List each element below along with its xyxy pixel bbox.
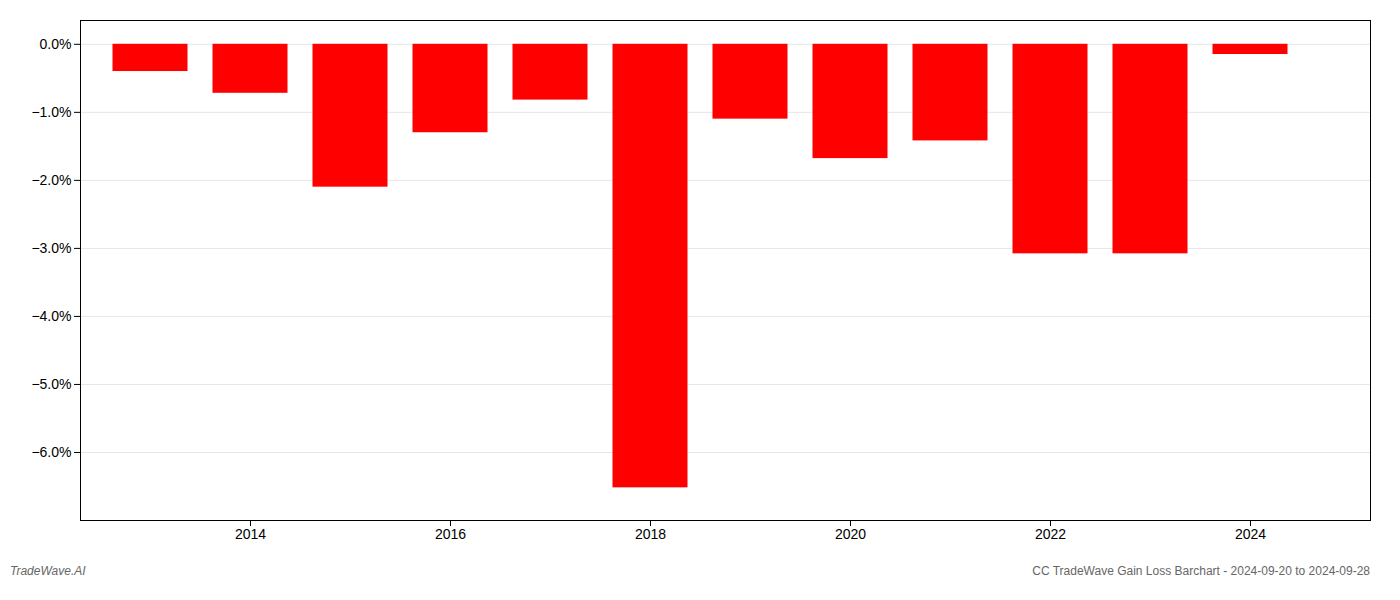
svg-text:0.0%: 0.0% bbox=[40, 36, 72, 52]
svg-text:−4.0%: −4.0% bbox=[31, 308, 71, 324]
svg-text:2022: 2022 bbox=[1035, 526, 1066, 542]
svg-text:−2.0%: −2.0% bbox=[31, 172, 71, 188]
html-text:CC TradeWave Gain Loss Barchar: CC TradeWave Gain Loss Barchart - 2024-0… bbox=[1032, 564, 1370, 578]
svg-text:−1.0%: −1.0% bbox=[31, 104, 71, 120]
svg-text:2018: 2018 bbox=[635, 526, 666, 542]
svg-text:2020: 2020 bbox=[835, 526, 866, 542]
svg-text:2024: 2024 bbox=[1235, 526, 1266, 542]
svg-text:−5.0%: −5.0% bbox=[31, 376, 71, 392]
svg-text:−6.0%: −6.0% bbox=[31, 444, 71, 460]
svg-text:2016: 2016 bbox=[435, 526, 466, 542]
svg-text:2014: 2014 bbox=[235, 526, 266, 542]
svg-text:−3.0%: −3.0% bbox=[31, 240, 71, 256]
html-text:TradeWave.AI: TradeWave.AI bbox=[10, 564, 86, 578]
